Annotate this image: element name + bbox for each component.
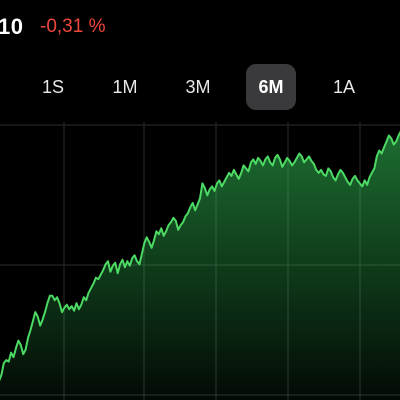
- price-chart[interactable]: [0, 122, 400, 400]
- quote-header: 10 -0,31 %: [0, 0, 400, 58]
- price-chart-svg[interactable]: [0, 122, 400, 400]
- range-tab-3m[interactable]: 3M: [185, 77, 211, 97]
- range-tab-6m[interactable]: 6M: [246, 64, 296, 110]
- range-tab-1a[interactable]: 1A: [332, 77, 356, 97]
- price-change-percent: -0,31 %: [40, 16, 106, 37]
- time-range-selector: 1S 1M 3M 6M 1A: [0, 62, 400, 114]
- price-line: [0, 130, 400, 382]
- range-tab-1m[interactable]: 1M: [112, 77, 138, 97]
- range-tab-1s[interactable]: 1S: [41, 77, 65, 97]
- price-value: 10: [0, 14, 24, 39]
- price-area-fill: [0, 132, 400, 400]
